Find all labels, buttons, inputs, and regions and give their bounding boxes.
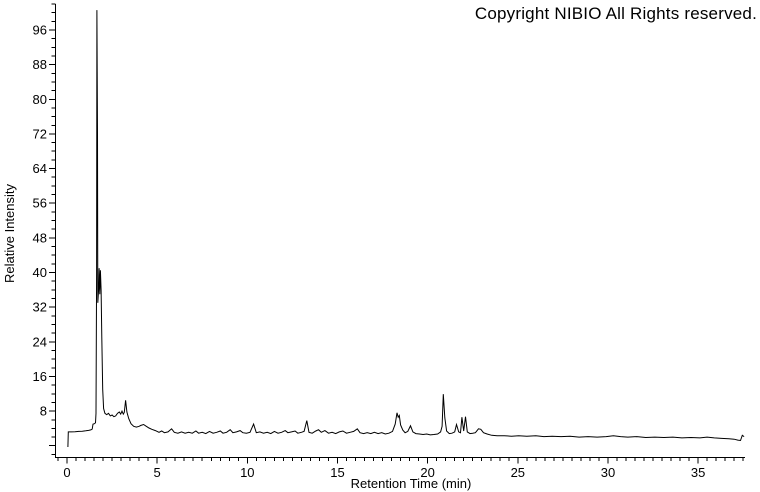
y-tick-label: 8 (40, 404, 47, 419)
y-axis-title: Relative Intensity (2, 184, 17, 283)
y-tick-label: 16 (33, 369, 47, 384)
y-tick-label: 88 (33, 57, 47, 72)
x-tick-label: 30 (601, 465, 615, 480)
copyright-text: Copyright NIBIO All Rights reserved. (474, 4, 757, 23)
x-tick-label: 5 (154, 465, 161, 480)
y-tick-label: 64 (33, 161, 47, 176)
x-tick-label: 0 (63, 465, 70, 480)
y-tick-label: 56 (33, 196, 47, 211)
y-tick-label: 48 (33, 230, 47, 245)
x-axis-title: Retention Time (min) (350, 476, 472, 491)
y-tick-label: 96 (33, 22, 47, 37)
y-tick-label: 72 (33, 126, 47, 141)
x-tick-label: 20 (420, 465, 434, 480)
x-tick-label: 35 (691, 465, 705, 480)
intensity-trace (67, 10, 745, 448)
x-tick-label: 25 (511, 465, 525, 480)
y-tick-label: 40 (33, 265, 47, 280)
x-tick-label: 10 (240, 465, 254, 480)
y-tick-label: 32 (33, 300, 47, 315)
y-tick-label: 24 (33, 334, 47, 349)
x-tick-label: 15 (330, 465, 344, 480)
y-tick-label: 80 (33, 92, 47, 107)
